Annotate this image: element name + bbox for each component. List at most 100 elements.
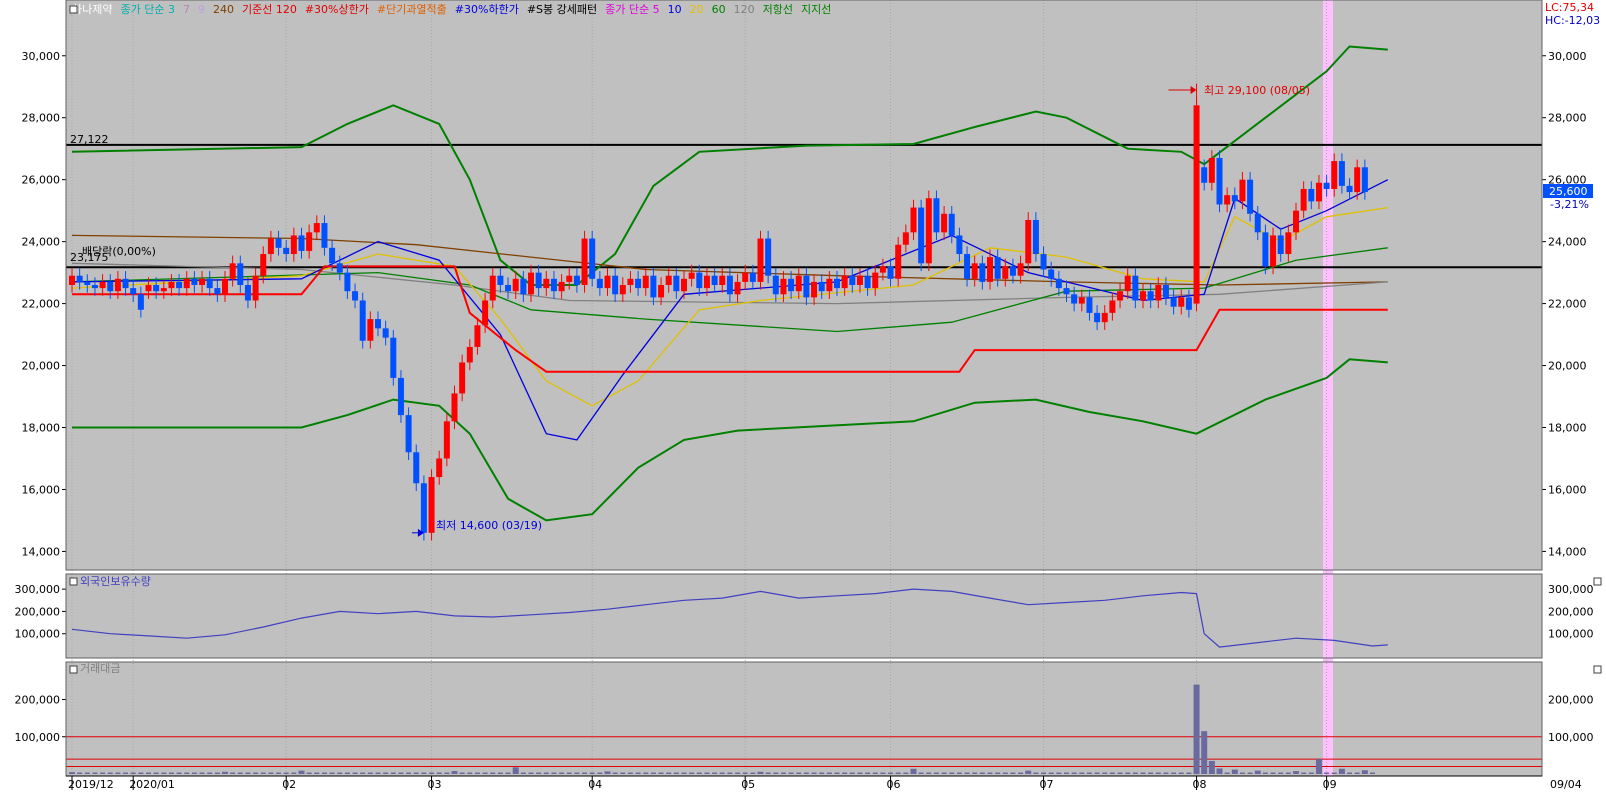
value-bar (1338, 768, 1345, 774)
candle (1346, 185, 1353, 193)
value-y-tick-label: 100,000 (15, 731, 61, 744)
value-bar-base (551, 772, 557, 774)
candle (91, 285, 98, 289)
candle (918, 207, 925, 264)
candle (466, 346, 473, 363)
value-bar-base (635, 772, 641, 774)
value-bar-base (1347, 772, 1353, 774)
value-bar-base (658, 772, 664, 774)
value-bar (451, 771, 458, 774)
candle (933, 198, 940, 233)
candle (114, 278, 121, 292)
value-bar (298, 770, 305, 774)
legend-item: 60 (712, 3, 726, 16)
value-y-tick-label: 200,000 (15, 694, 61, 707)
candle (260, 254, 267, 276)
foreign-panel-toggle-icon[interactable] (69, 577, 78, 586)
value-bar-base (589, 772, 595, 774)
candle (459, 362, 466, 394)
candle (359, 300, 366, 341)
candle (635, 278, 642, 289)
candle (206, 278, 213, 289)
candle (589, 238, 596, 279)
candle (971, 263, 978, 279)
candle (443, 421, 450, 459)
y-tick-label-right: 22,000 (1548, 298, 1587, 311)
value-bar-base (1155, 772, 1161, 774)
candle (1331, 161, 1338, 189)
value-bar-base (1086, 772, 1092, 774)
foreign-panel-menu-icon[interactable] (1593, 577, 1602, 586)
legend-item: 7 (183, 3, 190, 16)
candle (742, 272, 749, 282)
candle (925, 198, 932, 264)
value-bar-base (1002, 772, 1008, 774)
value-bar-base (1186, 772, 1192, 774)
x-tick-label: 09 (1323, 778, 1337, 791)
value-bar-base (995, 772, 1001, 774)
x-tick-label: 2019/12 (68, 778, 114, 791)
candle (199, 278, 206, 285)
value-bar-base (857, 772, 863, 774)
candle (1109, 300, 1116, 313)
price-panel-border (65, 0, 1543, 571)
value-panel-toggle-icon[interactable] (69, 665, 78, 674)
candle (267, 238, 274, 255)
value-bar-base (1094, 772, 1100, 774)
value-bar-base (536, 772, 542, 774)
value-bar-base (735, 772, 741, 774)
value-bar-base (161, 772, 167, 774)
candle (711, 275, 718, 285)
value-bar-base (138, 772, 144, 774)
candle (107, 281, 114, 292)
foreign-panel-background (66, 574, 1542, 658)
candle (872, 272, 879, 289)
value-bar (1293, 771, 1299, 774)
candle (1224, 195, 1231, 205)
value-bar-base (727, 772, 733, 774)
value-bar-base (543, 772, 549, 774)
candle (1254, 213, 1261, 233)
candle (1300, 188, 1307, 211)
candle (1117, 291, 1124, 301)
value-bar-base (1224, 772, 1230, 774)
candle (841, 275, 848, 289)
value-bar-base (1018, 772, 1024, 774)
value-bar (1254, 770, 1261, 774)
candle (413, 452, 420, 484)
series-line (71, 247, 1388, 333)
axes: 14,000 14,000 16,000 16,000 18,000 18,000 20,0… (15, 50, 1594, 744)
value-bar-base (1041, 772, 1047, 774)
candle (543, 278, 550, 289)
x-tick-label: 07 (1040, 778, 1054, 791)
value-bar (1315, 759, 1322, 774)
support-value-label: 23,175 (70, 251, 109, 264)
foreign-panel-title: 외국인보유수량 (80, 575, 151, 588)
value-bar-base (987, 772, 993, 774)
candle (795, 275, 802, 292)
candle (367, 319, 374, 341)
candle (788, 278, 795, 292)
candle (1361, 167, 1368, 193)
value-bar-base (528, 772, 534, 774)
value-bar-base (153, 772, 159, 774)
value-bar-base (865, 772, 871, 774)
y-tick-label-right: 28,000 (1548, 112, 1587, 125)
candle (948, 213, 955, 236)
legend-item: 120 (734, 3, 755, 16)
price-panel-toggle-icon[interactable] (69, 5, 78, 14)
candle (726, 275, 733, 295)
value-bar-base (100, 772, 106, 774)
candle (1155, 285, 1162, 301)
value-bar-base (84, 772, 90, 774)
foreign-y-tick-label: 300,000 (15, 583, 61, 596)
value-bar-base (673, 772, 679, 774)
value-bar-base (390, 772, 396, 774)
candle (803, 275, 810, 298)
x-tick-label: 08 (1193, 778, 1207, 791)
value-panel-menu-icon[interactable] (1593, 665, 1602, 674)
value-bar-base (926, 772, 932, 774)
value-bar-base (291, 772, 297, 774)
candle (375, 319, 381, 329)
